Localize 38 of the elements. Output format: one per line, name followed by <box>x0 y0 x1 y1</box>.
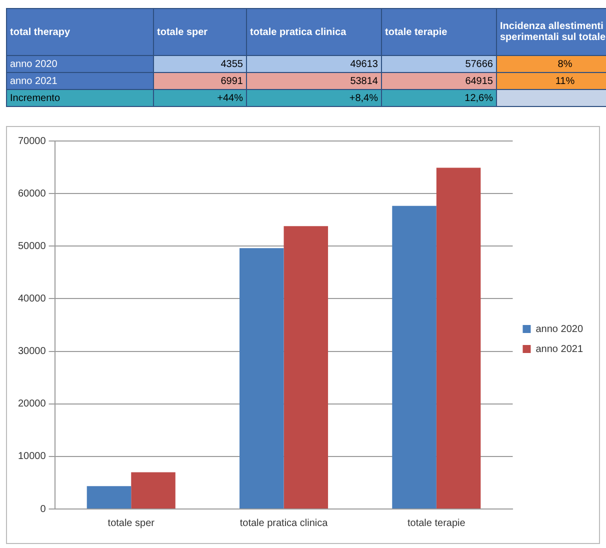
y-tick-label: 40000 <box>18 293 46 304</box>
y-tick-label: 60000 <box>18 188 46 200</box>
x-tick-label: totale pratica clinica <box>240 518 328 529</box>
text: +8,4% <box>246 90 382 106</box>
x-tick-label: totale sper <box>108 518 156 529</box>
y-tick-label: 10000 <box>18 451 46 462</box>
text: 53814 <box>246 72 382 90</box>
text: 4355 <box>154 56 246 72</box>
category-label: totale sper <box>157 26 208 38</box>
y-tick-label: 50000 <box>18 240 46 252</box>
y-tick-label: 70000 <box>18 136 46 147</box>
legend-label: anno 2021 <box>536 344 584 355</box>
bar <box>436 168 481 508</box>
bar <box>86 486 132 508</box>
text: 64915 <box>382 72 496 90</box>
text: Incremento <box>6 90 154 106</box>
legend-label: anno 2020 <box>536 324 584 335</box>
category-label: totale terapie <box>385 26 448 38</box>
y-tick-label: 30000 <box>18 346 46 358</box>
text: 6991 <box>154 72 246 90</box>
text: 12,6% <box>382 90 496 106</box>
text: anno 2021 <box>10 76 58 86</box>
text: 57666 <box>382 56 496 72</box>
x-tick-label: totale terapie <box>407 518 466 529</box>
bar <box>240 248 284 508</box>
text: 11% <box>496 72 606 90</box>
y-tick-label: 0 <box>40 504 46 515</box>
y-tick-label: 20000 <box>18 398 46 410</box>
category-label: totale pratica clinica <box>250 26 346 38</box>
text: 8% <box>496 56 606 72</box>
text: 49613 <box>246 56 382 72</box>
bar <box>392 206 436 508</box>
text: anno 2020 <box>10 58 58 70</box>
text: +44% <box>154 90 246 106</box>
bar <box>284 226 328 508</box>
text: total therapy <box>6 8 154 56</box>
text: Incidenza allestimenti sperimentali sul totale <box>496 8 606 56</box>
bar <box>131 472 176 508</box>
